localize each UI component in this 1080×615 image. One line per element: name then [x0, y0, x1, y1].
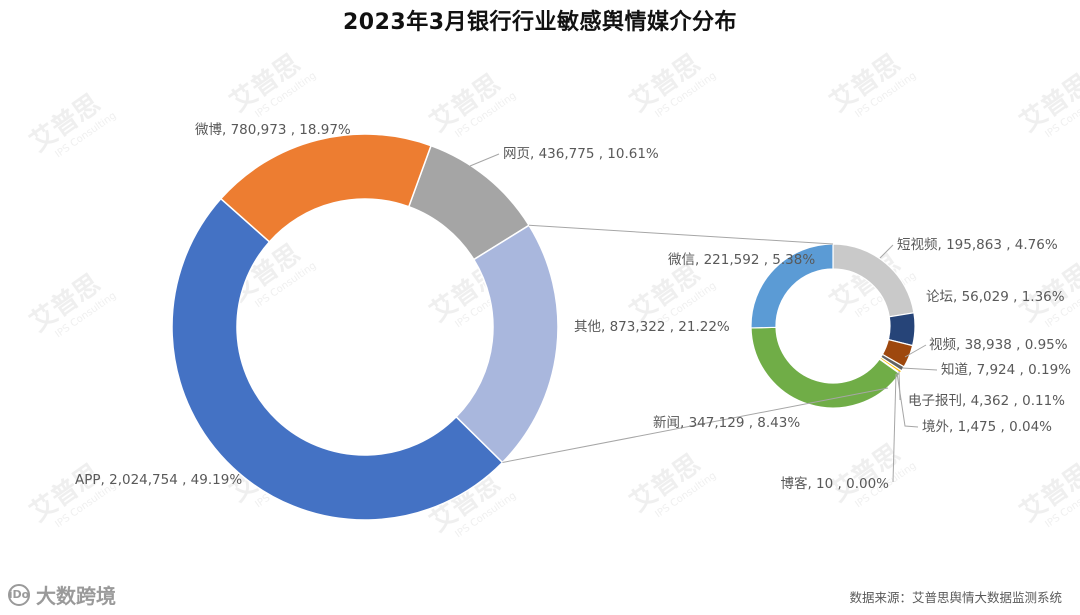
slice-微博 [219, 133, 432, 243]
data-label-境外: 境外, 1,475 , 0.04% [922, 419, 1052, 435]
data-label-电子报刊: 电子报刊, 4,362 , 0.11% [908, 393, 1065, 409]
data-label-微信: 微信, 221,592 , 5.38% [668, 252, 815, 268]
connector-line-bottom [502, 387, 889, 463]
leader-lines [469, 153, 938, 483]
chart-title: 2023年3月银行行业敏感舆情媒介分布 [342, 10, 738, 35]
brand-name: 大数跨境 [36, 584, 116, 608]
data-label-视频: 视频, 38,938 , 0.95% [929, 337, 1068, 353]
brand-logo: iDo 大数跨境 [8, 580, 116, 609]
leader-line-电子报刊 [898, 370, 901, 401]
data-label-网页: 网页, 436,775 , 10.61% [503, 146, 659, 162]
leader-line-网页 [469, 153, 500, 167]
data-label-论坛: 论坛, 56,029 , 1.36% [926, 289, 1065, 305]
sub-doughnut [750, 243, 916, 409]
slice-APP [171, 197, 504, 521]
leader-line-知道 [901, 367, 938, 371]
brand-logo-icon: iDo [8, 583, 30, 606]
data-label-其他: 其他, 873,322 , 21.22% [574, 319, 730, 335]
data-label-APP: APP, 2,024,754 , 49.19% [75, 472, 242, 488]
data-label-知道: 知道, 7,924 , 0.19% [941, 361, 1071, 378]
main-doughnut [171, 133, 559, 521]
data-label-新闻: 新闻, 347,129 , 8.43% [653, 415, 800, 431]
leader-line-境外 [896, 372, 919, 428]
data-label-博客: 博客, 10 , 0.00% [780, 475, 889, 492]
slice-新闻 [750, 326, 901, 409]
data-source: 数据来源：艾普思舆情大数据监测系统 [849, 590, 1062, 605]
leader-line-视频 [904, 344, 927, 358]
connector-lines [502, 224, 889, 463]
data-labels: 网页, 436,775 , 10.61% 其他, 873,322 , 21.22%… [75, 121, 1071, 492]
leader-line-博客 [892, 373, 897, 483]
data-label-短视频: 短视频, 195,863 , 4.76% [897, 237, 1058, 253]
connector-line-top [529, 224, 834, 245]
leader-line-短视频 [879, 244, 894, 259]
slice-其他 [455, 224, 559, 464]
data-label-微博: 微博, 780,973 , 18.97% [195, 121, 351, 138]
